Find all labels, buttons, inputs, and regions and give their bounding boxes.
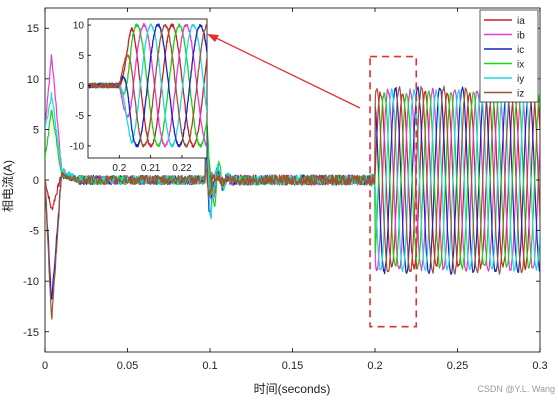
- inset-y-tick-label: 5: [78, 51, 84, 62]
- inset-y-tick-label: -5: [75, 111, 84, 122]
- inset-y-ticks: 10 5 0 -5 -10: [70, 21, 91, 152]
- inset-y-tick-label: 0: [78, 81, 84, 92]
- inset-x-tick-label: 0.2: [112, 163, 126, 174]
- legend-label-ib: ib: [517, 31, 525, 42]
- inset-x-tick-label: 0.22: [172, 163, 192, 174]
- inset-series-group: [88, 22, 207, 148]
- y-tick-label: -5: [29, 226, 39, 238]
- x-tick-label: 0.3: [532, 360, 547, 372]
- x-tick-label: 0: [42, 360, 48, 372]
- legend-label-iz: iz: [517, 89, 524, 100]
- x-axis-label: 时间(seconds): [254, 382, 331, 396]
- legend-label-ix: ix: [517, 60, 524, 71]
- y-axis-label: 相电流(A): [1, 160, 15, 212]
- y-tick-label: 0: [33, 175, 39, 187]
- main-series-group: [45, 54, 540, 320]
- zoom-highlight-box: [369, 55, 418, 328]
- legend-label-iy: iy: [517, 74, 524, 85]
- legend-box: [479, 9, 539, 103]
- y-axis-ticks: 15 10 5 0 -5 -10 -15: [23, 23, 540, 339]
- watermark: CSDN @Y.L. Wang: [477, 384, 555, 394]
- x-tick-label: 0.1: [202, 360, 217, 372]
- y-tick-label: -15: [23, 327, 39, 339]
- inset-y-tick-label: 10: [73, 21, 85, 32]
- series-line-iz: [45, 85, 540, 320]
- x-tick-label: 0.25: [447, 360, 468, 372]
- y-tick-label: 5: [33, 124, 39, 136]
- zoom-arrow-head: [207, 34, 219, 42]
- x-tick-label: 0.05: [117, 360, 138, 372]
- legend-label-ia: ia: [517, 16, 525, 27]
- inset-x-tick-label: 0.21: [141, 163, 161, 174]
- y-tick-label: 15: [27, 23, 39, 35]
- y-tick-label: -10: [23, 276, 39, 288]
- inset-y-tick-label: -10: [70, 141, 85, 152]
- zoom-arrow-line: [213, 36, 361, 109]
- x-tick-label: 0.15: [282, 360, 303, 372]
- x-tick-label: 0.2: [367, 360, 382, 372]
- y-tick-label: 10: [27, 74, 39, 86]
- legend: ia ib ic ix iy iz: [484, 16, 525, 100]
- legend-label-ic: ic: [517, 45, 524, 56]
- inset-x-ticks: 0.2 0.21 0.22: [112, 155, 192, 174]
- x-axis-ticks: 0 0.05 0.1 0.15 0.2 0.25 0.3: [42, 8, 548, 372]
- inset-series-line-iz: [88, 23, 207, 148]
